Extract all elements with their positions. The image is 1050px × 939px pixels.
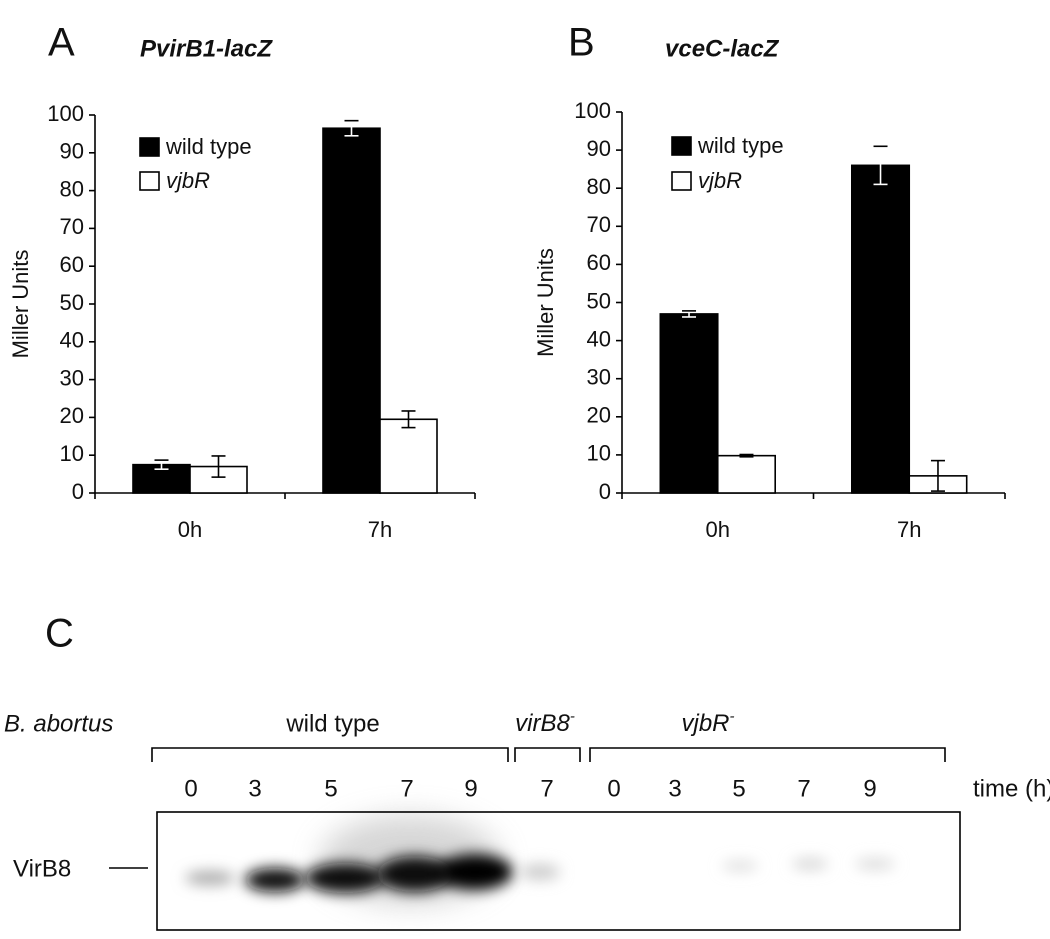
group-name: virB8 bbox=[515, 710, 570, 737]
y-tick-label: 30 bbox=[587, 365, 611, 390]
x-tick-label: 7h bbox=[897, 517, 921, 542]
legend-swatch bbox=[139, 137, 160, 157]
legend-label: vjbR bbox=[166, 168, 210, 193]
lane-label: 0 bbox=[607, 775, 620, 802]
group-superscript: - bbox=[730, 708, 735, 725]
lane-label: 5 bbox=[732, 775, 745, 802]
error-bar bbox=[401, 410, 416, 429]
group-label: wild type bbox=[285, 710, 379, 737]
bracket bbox=[151, 747, 509, 762]
y-tick-label: 90 bbox=[587, 136, 611, 161]
x-tick-label: 0h bbox=[706, 517, 730, 542]
lane-label: 3 bbox=[248, 775, 261, 802]
lane-label: 5 bbox=[324, 775, 337, 802]
y-tick-label: 60 bbox=[587, 250, 611, 275]
legend-label: wild type bbox=[165, 134, 252, 159]
lane-label: 3 bbox=[668, 775, 681, 802]
panel-label: C bbox=[45, 612, 74, 656]
error-bar bbox=[154, 459, 169, 470]
chart-title: PvirB1-lacZ bbox=[140, 35, 273, 62]
group-label: vjbR- bbox=[681, 708, 734, 737]
panel-label: B bbox=[568, 21, 595, 65]
y-tick-label: 20 bbox=[587, 403, 611, 428]
y-tick-label: 20 bbox=[60, 403, 84, 428]
legend-swatch bbox=[671, 171, 692, 191]
y-tick-label: 10 bbox=[587, 441, 611, 466]
organism-label: B. abortus bbox=[4, 710, 113, 737]
y-tick-label: 10 bbox=[60, 441, 84, 466]
y-tick-label: 70 bbox=[587, 212, 611, 237]
y-tick-label: 80 bbox=[587, 174, 611, 199]
error-bar bbox=[739, 453, 754, 458]
error-bar bbox=[211, 455, 226, 478]
blot-image bbox=[156, 811, 961, 931]
lane-label: 9 bbox=[464, 775, 477, 802]
legend-swatch bbox=[139, 171, 160, 191]
y-tick-label: 60 bbox=[60, 252, 84, 277]
y-tick-label: 90 bbox=[60, 139, 84, 164]
y-tick-label: 100 bbox=[574, 98, 611, 123]
group-label: virB8- bbox=[515, 708, 575, 737]
lane-label: 7 bbox=[797, 775, 810, 802]
bracket bbox=[589, 747, 946, 762]
y-tick-label: 50 bbox=[60, 290, 84, 315]
y-tick-label: 80 bbox=[60, 176, 84, 201]
x-tick-label: 0h bbox=[178, 517, 202, 542]
lane-label: 7 bbox=[400, 775, 413, 802]
y-tick-label: 40 bbox=[587, 326, 611, 351]
y-tick-label: 0 bbox=[72, 479, 84, 504]
lane-labels: 0 3 5 7 9 7 0 3 5 7 9 bbox=[184, 775, 876, 802]
lanes-label: time (h) bbox=[973, 775, 1050, 802]
bar bbox=[716, 454, 777, 494]
legend-label: wild type bbox=[697, 133, 784, 158]
legend-swatch bbox=[671, 136, 692, 156]
panel-label: A bbox=[48, 21, 75, 65]
y-tick-label: 50 bbox=[587, 288, 611, 313]
legend-label: vjbR bbox=[698, 168, 742, 193]
error-bar bbox=[344, 119, 359, 137]
y-tick-label: 100 bbox=[47, 101, 84, 126]
bar bbox=[850, 164, 911, 494]
bar bbox=[132, 463, 191, 494]
group-superscript: - bbox=[570, 708, 575, 725]
bar bbox=[379, 418, 438, 494]
lane-label: 9 bbox=[863, 775, 876, 802]
error-bar bbox=[873, 145, 888, 186]
error-bar bbox=[682, 310, 697, 318]
bar bbox=[659, 313, 719, 494]
bar bbox=[322, 127, 381, 494]
error-bar bbox=[930, 459, 945, 492]
x-tick-label: 7h bbox=[368, 517, 392, 542]
y-axis-label: Miller Units bbox=[533, 248, 558, 357]
lane-label: 0 bbox=[184, 775, 197, 802]
band-label: VirB8 bbox=[13, 855, 71, 882]
y-tick-label: 30 bbox=[60, 365, 84, 390]
chart-title: vceC-lacZ bbox=[665, 35, 780, 62]
y-tick-label: 0 bbox=[599, 479, 611, 504]
group-name: vjbR bbox=[681, 710, 729, 737]
y-tick-label: 70 bbox=[60, 214, 84, 239]
y-axis-label: Miller Units bbox=[8, 250, 33, 359]
y-tick-label: 40 bbox=[60, 328, 84, 353]
bracket bbox=[514, 747, 581, 762]
lane-label: 7 bbox=[540, 775, 553, 802]
